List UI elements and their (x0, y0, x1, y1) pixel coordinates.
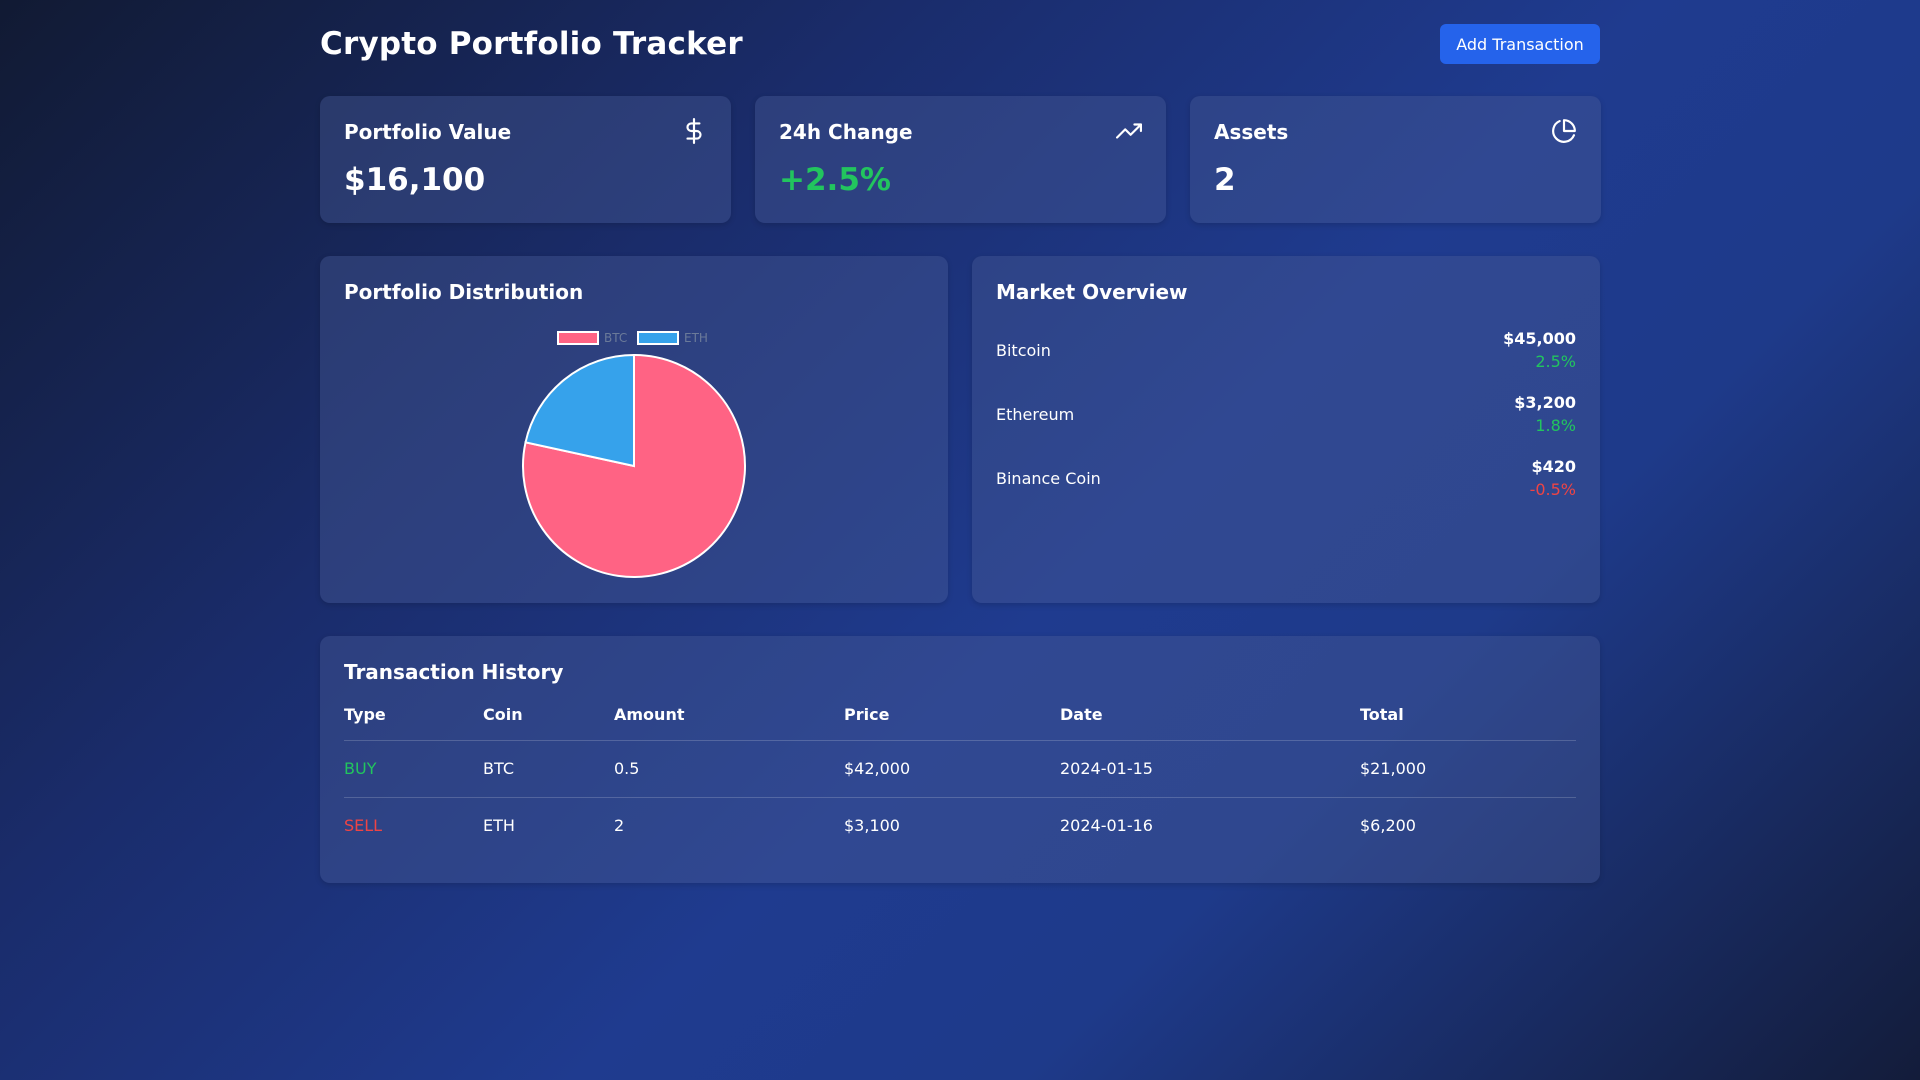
pie-chart-icon (1552, 119, 1576, 143)
transaction-amount: 0.5 (614, 740, 844, 798)
coin-price: $420 (1531, 457, 1576, 476)
legend-swatch-btc[interactable] (557, 331, 599, 345)
column-header-price[interactable]: Price (844, 698, 1060, 741)
legend-label-eth: ETH (684, 331, 708, 345)
daily-change-value: +2.5% (779, 162, 891, 198)
coin-name: Bitcoin (996, 340, 1051, 360)
transaction-coin: ETH (483, 816, 515, 836)
table-header-row: Type Coin Amount Price Date Total (344, 698, 1576, 741)
transaction-total: $21,000 (1360, 740, 1576, 798)
stat-label: Portfolio Value (344, 120, 512, 144)
portfolio-value-card: Portfolio Value $16,100 (320, 96, 731, 223)
coin-quote: $45,000 2.5% (1503, 329, 1576, 371)
transaction-date: 2024-01-16 (1060, 816, 1153, 836)
column-header-total[interactable]: Total (1360, 698, 1576, 741)
middle-row: Portfolio Distribution BTC ETH Market Ove… (320, 256, 1600, 603)
stat-label: Assets (1214, 120, 1289, 144)
transaction-type: BUY (344, 740, 483, 798)
column-header-type[interactable]: Type (344, 698, 483, 741)
panel-title: Transaction History (344, 660, 564, 684)
coin-price: $3,200 (1514, 393, 1576, 412)
coin-change: -0.5% (1529, 480, 1576, 499)
transaction-price: $42,000 (844, 740, 1060, 798)
transaction-table: Type Coin Amount Price Date Total BUY BT… (344, 698, 1576, 854)
assets-count: 2 (1214, 162, 1236, 198)
stat-label: 24h Change (779, 120, 913, 144)
market-row-ethereum[interactable]: Ethereum $3,200 1.8% (996, 389, 1576, 439)
panel-title: Market Overview (996, 280, 1188, 304)
assets-card: Assets 2 (1190, 96, 1601, 223)
coin-name: Ethereum (996, 404, 1075, 424)
page-title: Crypto Portfolio Tracker (320, 26, 743, 62)
market-row-bitcoin[interactable]: Bitcoin $45,000 2.5% (996, 325, 1576, 375)
coin-price: $45,000 (1503, 329, 1576, 348)
transaction-history-panel: Transaction History Type Coin Amount Pri… (320, 636, 1600, 883)
coin-name: Binance Coin (996, 468, 1101, 488)
pie-chart: BTC ETH (522, 331, 746, 578)
coin-change: 2.5% (1535, 352, 1576, 371)
dollar-icon (686, 118, 702, 144)
market-row-binance-coin[interactable]: Binance Coin $420 -0.5% (996, 453, 1576, 503)
panel-title: Portfolio Distribution (344, 280, 584, 304)
table-row[interactable]: BUY BTC 0.5 $42,000 2024-01-15 $21,000 (344, 740, 1576, 798)
transaction-total: $6,200 (1360, 816, 1416, 836)
trending-up-icon (1116, 123, 1142, 139)
legend-label-btc: BTC (604, 331, 627, 345)
add-transaction-button[interactable]: Add Transaction (1440, 24, 1600, 64)
market-overview-panel: Market Overview Bitcoin $45,000 2.5% Eth… (972, 256, 1600, 603)
transaction-amount: 2 (614, 816, 625, 836)
transaction-date: 2024-01-15 (1060, 740, 1360, 798)
transaction-price: $3,100 (844, 816, 900, 836)
pie-slice-eth[interactable] (524, 353, 635, 468)
coin-quote: $3,200 1.8% (1514, 393, 1576, 435)
transaction-type: SELL (344, 816, 383, 836)
dashboard: Crypto Portfolio Tracker Add Transaction… (320, 0, 1601, 883)
legend-swatch-eth[interactable] (637, 331, 679, 345)
column-header-coin[interactable]: Coin (483, 698, 614, 741)
portfolio-distribution-panel: Portfolio Distribution BTC ETH (320, 256, 948, 603)
column-header-amount[interactable]: Amount (614, 698, 844, 741)
portfolio-value: $16,100 (344, 162, 486, 198)
coin-quote: $420 -0.5% (1530, 457, 1576, 499)
daily-change-card: 24h Change +2.5% (755, 96, 1166, 223)
stats-row: Portfolio Value $16,100 24h Change +2.5%… (320, 96, 1601, 223)
transaction-coin: BTC (483, 740, 614, 798)
coin-change: 1.8% (1535, 416, 1576, 435)
header: Crypto Portfolio Tracker Add Transaction (320, 0, 1600, 88)
column-header-date[interactable]: Date (1060, 698, 1360, 741)
table-row[interactable]: SELL ETH 2 $3,100 2024-01-16 $6,200 (344, 797, 1576, 854)
